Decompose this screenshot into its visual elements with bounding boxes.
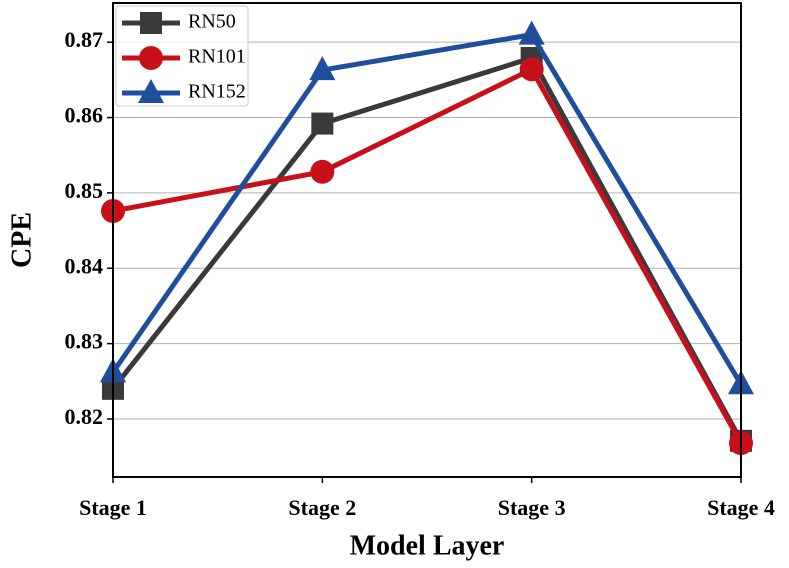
legend-marker — [139, 46, 163, 70]
legend-label: RN101 — [188, 46, 246, 68]
y-tick-label: 0.85 — [65, 178, 104, 203]
y-tick-label: 0.86 — [65, 103, 104, 128]
legend: RN50 RN101 RN152 — [115, 5, 249, 107]
legend-label: RN50 — [188, 11, 236, 33]
legend-label: RN152 — [188, 81, 246, 103]
y-tick-label: 0.84 — [65, 253, 104, 278]
series-line — [112, 66, 744, 445]
y-tick-label: 0.82 — [65, 404, 104, 429]
x-tick-label: Stage 2 — [288, 495, 356, 520]
y-tick-label: 0.87 — [65, 27, 104, 52]
series-line — [111, 55, 744, 443]
legend-marker — [140, 12, 162, 34]
y-axis-title: CPE — [6, 212, 37, 268]
legend-marker — [138, 79, 164, 103]
data-point — [311, 112, 334, 135]
data-point — [518, 20, 545, 45]
data-point — [519, 57, 544, 82]
x-axis-title: Model Layer — [350, 530, 505, 561]
x-tick-label: Stage 4 — [707, 495, 775, 520]
x-tick-label: Stage 3 — [498, 495, 566, 520]
plot-area — [100, 20, 754, 456]
data-point — [310, 159, 335, 184]
series-line — [110, 31, 744, 386]
data-point — [309, 56, 336, 81]
y-tick-label: 0.83 — [65, 329, 104, 354]
x-tick-label: Stage 1 — [79, 495, 147, 520]
plot-frame — [112, 2, 742, 478]
